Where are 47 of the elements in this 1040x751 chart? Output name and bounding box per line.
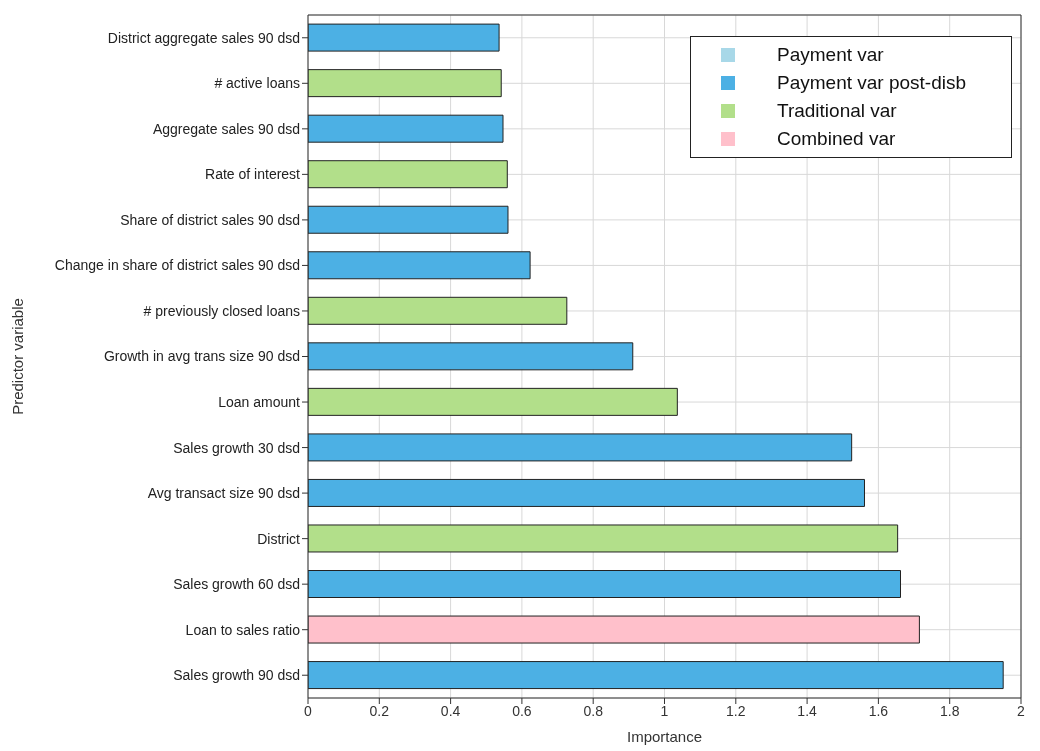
bar bbox=[308, 478, 865, 507]
y-tick-label: Loan amount bbox=[218, 394, 301, 410]
y-tick-label: # active loans bbox=[214, 75, 300, 92]
x-tick-label: 0.2 bbox=[369, 702, 390, 719]
bar bbox=[308, 615, 920, 644]
y-tick-label: District aggregate sales 90 dsd bbox=[107, 29, 300, 46]
bar bbox=[308, 433, 853, 462]
legend-label: Payment var bbox=[777, 43, 884, 67]
bar bbox=[308, 23, 500, 52]
legend-label: Payment var post-disb bbox=[777, 71, 967, 95]
x-tick-label: 0.6 bbox=[512, 702, 532, 719]
bar bbox=[308, 69, 502, 98]
y-tick-label: Rate of interest bbox=[205, 166, 301, 183]
bar bbox=[308, 570, 901, 599]
y-tick-label: Loan to sales ratio bbox=[185, 621, 301, 638]
y-tick-label: Avg transact size 90 dsd bbox=[147, 485, 300, 502]
bar bbox=[308, 661, 1004, 690]
bar bbox=[308, 251, 531, 280]
bar bbox=[308, 160, 508, 189]
y-tick-label: # previously closed loans bbox=[143, 302, 300, 319]
x-tick-label: 0.4 bbox=[440, 702, 461, 719]
y-axis-title: Predictor variable bbox=[9, 298, 27, 415]
x-tick-label: 0.8 bbox=[583, 702, 604, 719]
bar bbox=[308, 114, 504, 143]
bar bbox=[308, 205, 509, 234]
x-tick-label: 0 bbox=[304, 702, 313, 719]
x-tick-label: 2 bbox=[1017, 702, 1026, 719]
x-tick-label: 1.2 bbox=[726, 702, 746, 719]
x-tick-label: 1.4 bbox=[797, 702, 818, 719]
bar bbox=[308, 387, 678, 416]
y-tick-label: Sales growth 60 dsd bbox=[173, 576, 300, 593]
y-tick-label: Sales growth 90 dsd bbox=[173, 667, 300, 684]
y-tick-label: Share of district sales 90 dsd bbox=[120, 211, 300, 228]
legend-label: Combined var bbox=[777, 127, 896, 151]
y-tick-label: Sales growth 30 dsd bbox=[173, 439, 300, 456]
x-tick-label: 1 bbox=[660, 702, 669, 719]
x-tick-label: 1.6 bbox=[868, 702, 889, 719]
y-tick-label: District bbox=[257, 530, 301, 547]
y-tick-label: Aggregate sales 90 dsd bbox=[152, 120, 300, 137]
y-tick-label: Growth in avg trans size 90 dsd bbox=[103, 348, 300, 365]
x-tick-label: 1.8 bbox=[939, 702, 960, 719]
x-axis-title: Importance bbox=[626, 728, 703, 745]
y-tick-label: Change in share of district sales 90 dsd bbox=[54, 257, 300, 274]
bar bbox=[308, 524, 899, 553]
legend-label: Traditional var bbox=[777, 99, 897, 123]
bar bbox=[308, 342, 634, 371]
bar bbox=[308, 296, 568, 325]
